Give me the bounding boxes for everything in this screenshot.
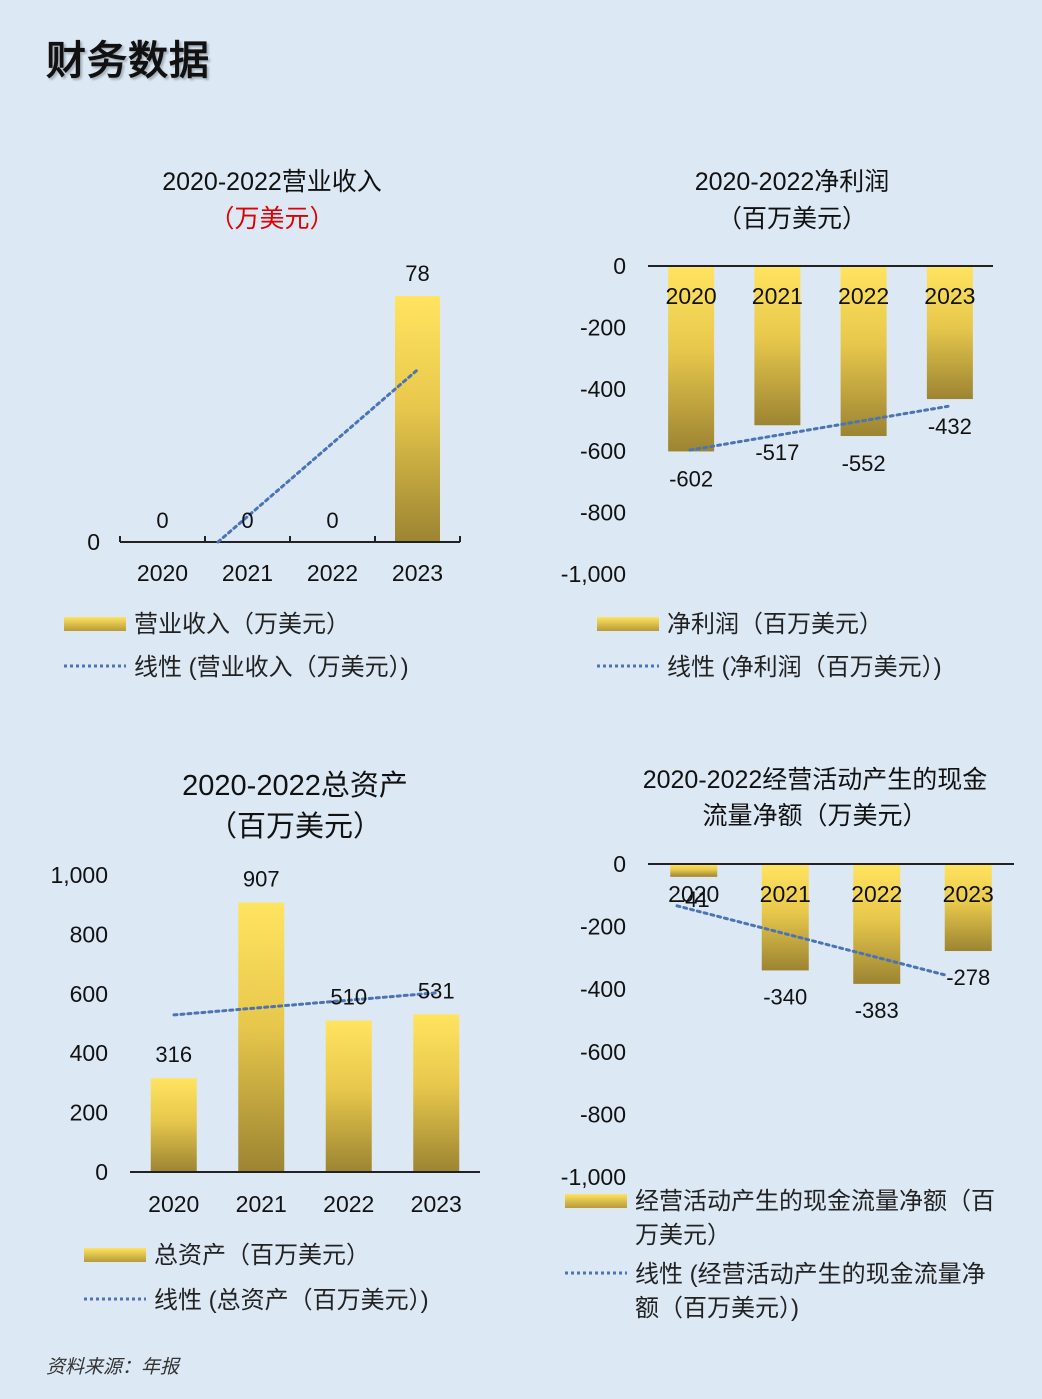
trend-line (172, 991, 438, 1017)
trend-line (675, 904, 950, 978)
x-tick-label: 2022 (838, 283, 889, 309)
chart-subtitle: （百万美元） (208, 810, 382, 843)
y-tick-label: -200 (580, 914, 626, 940)
data-label: 0 (241, 508, 253, 533)
y-tick-label: 0 (613, 851, 626, 877)
y-tick-label: 0 (87, 529, 100, 555)
bar (238, 902, 285, 1172)
legend-trend-label-line2: 额（百万美元）) (635, 1295, 799, 1322)
y-tick-label: 400 (70, 1040, 108, 1066)
bar (395, 296, 440, 542)
data-label: 78 (405, 261, 429, 286)
y-tick-label: 600 (70, 981, 108, 1007)
y-tick-label: 1,000 (50, 862, 108, 888)
bar (944, 864, 992, 952)
y-tick-label: -600 (580, 1039, 626, 1065)
legend-series-label-line1: 经营活动产生的现金流量净额（百 (635, 1188, 995, 1215)
bar (926, 266, 973, 400)
bar (670, 864, 718, 877)
y-tick-label: -800 (580, 499, 626, 525)
data-label: -552 (842, 451, 886, 476)
x-tick-label: 2020 (137, 560, 188, 586)
legend-trend-label: 线性 (营业收入（万美元）) (134, 654, 409, 681)
legend-series-label: 营业收入（万美元） (134, 611, 350, 638)
data-label: -383 (855, 998, 899, 1023)
y-tick-label: 800 (70, 921, 108, 947)
data-label: -517 (755, 440, 799, 465)
x-tick-label: 2023 (392, 560, 443, 586)
legend-series-label: 总资产（百万美元） (154, 1242, 370, 1269)
page-title: 财务数据 (46, 37, 210, 84)
y-tick-label: -600 (580, 438, 626, 464)
data-label: -432 (928, 414, 972, 439)
legend-trend-label: 线性 (总资产（百万美元）) (154, 1287, 429, 1314)
data-label: -602 (669, 466, 713, 491)
bar (853, 864, 901, 984)
x-tick-label: 2022 (307, 560, 358, 586)
x-tick-label: 2020 (148, 1191, 199, 1217)
chart-subtitle: （万美元） (209, 205, 334, 233)
bar (840, 266, 887, 437)
legend-swatch (64, 617, 126, 631)
chart-title: 2020-2022经营活动产生的现金 (643, 766, 988, 794)
y-tick-label: 200 (70, 1100, 108, 1126)
data-label: 531 (418, 978, 455, 1003)
bar (761, 864, 809, 971)
y-tick-label: 0 (613, 253, 626, 279)
y-tick-label: -1,000 (561, 561, 626, 587)
legend-swatch (597, 617, 659, 631)
data-label: 316 (155, 1042, 192, 1067)
bar (325, 1020, 372, 1172)
x-tick-label: 2020 (668, 881, 719, 907)
chart-title: 2020-2022营业收入 (162, 168, 382, 196)
x-tick-label: 2023 (411, 1191, 462, 1217)
bar (413, 1014, 460, 1172)
legend-trend-label: 线性 (净利润（百万美元）) (667, 654, 942, 681)
legend-swatch (565, 1194, 627, 1208)
x-tick-label: 2021 (222, 560, 273, 586)
source-note: 资料来源：年报 (46, 1356, 180, 1378)
bar (150, 1078, 197, 1172)
data-label: -340 (763, 984, 807, 1009)
data-label: -41 (678, 887, 710, 912)
x-tick-label: 2021 (760, 881, 811, 907)
data-label: 510 (330, 985, 367, 1010)
x-tick-label: 2021 (236, 1191, 287, 1217)
data-label: -278 (946, 965, 990, 990)
trend-line (688, 404, 950, 452)
x-tick-label: 2023 (924, 283, 975, 309)
legend-series-label-line2: 万美元） (635, 1222, 731, 1249)
x-tick-label: 2022 (323, 1191, 374, 1217)
bar (668, 266, 715, 452)
trend-line (216, 367, 420, 544)
y-tick-label: -200 (580, 315, 626, 341)
x-tick-label: 2021 (752, 283, 803, 309)
y-tick-label: 0 (95, 1159, 108, 1185)
legend-series-label: 净利润（百万美元） (667, 611, 883, 638)
y-tick-label: -1,000 (561, 1164, 626, 1190)
chart-subtitle: 流量净额（万美元） (702, 802, 927, 830)
bar (754, 266, 801, 426)
data-label: 0 (326, 508, 338, 533)
chart-subtitle: （百万美元） (717, 205, 867, 233)
y-tick-label: -400 (580, 976, 626, 1002)
x-tick-label: 2023 (943, 881, 994, 907)
chart-title: 2020-2022净利润 (695, 168, 890, 196)
chart-title: 2020-2022总资产 (182, 769, 408, 802)
data-label: 907 (243, 867, 280, 892)
y-tick-label: -800 (580, 1101, 626, 1127)
data-label: 0 (156, 508, 168, 533)
x-tick-label: 2020 (666, 283, 717, 309)
legend-trend-label-line1: 线性 (经营活动产生的现金流量净 (635, 1261, 986, 1288)
y-tick-label: -400 (580, 376, 626, 402)
x-tick-label: 2022 (851, 881, 902, 907)
legend-swatch (84, 1248, 146, 1262)
